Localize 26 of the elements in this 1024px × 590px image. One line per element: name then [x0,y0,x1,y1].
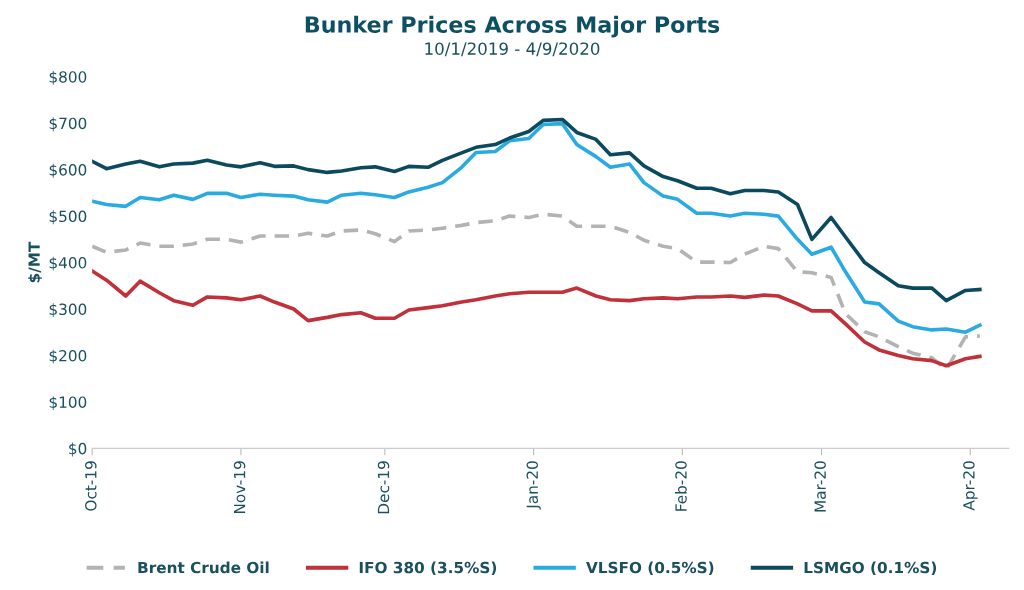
line-series [92,121,982,335]
legend-label: IFO 380 (3.5%S) [359,561,497,576]
y-tick-label: $200 [49,349,87,364]
y-tick-label: $700 [49,117,87,132]
x-tick-label: Oct-19 [85,461,97,511]
legend-label: Brent Crude Oil [138,561,269,574]
x-tick-label: Jan-20 [526,461,541,510]
x-tick-label: Apr-20 [963,461,978,511]
line-series [92,117,982,303]
line-series [92,269,982,368]
legend-label: LSMGO (0.1%S) [804,561,937,576]
x-tick-label: Feb-20 [674,461,687,511]
y-tick-label: $300 [49,303,87,318]
chart-title: Bunker Prices Across Major Ports [305,15,720,38]
y-tick-label: $400 [49,256,87,271]
x-tick-label: Mar-20 [814,461,826,512]
y-axis-title: $/MT [28,241,42,283]
y-tick-label: $0 [69,442,87,457]
x-tick-label: Nov-19 [233,461,246,514]
chart-subtitle: 10/1/2019 - 4/9/2020 [425,42,600,57]
y-tick-label: $800 [49,70,87,85]
y-tick-label: $500 [49,210,87,225]
x-tick-label: Dec-19 [377,461,390,514]
y-tick-label: $100 [49,396,87,410]
y-tick-label: $600 [49,163,87,178]
legend-label: VLSFO (0.5%S) [586,561,714,576]
